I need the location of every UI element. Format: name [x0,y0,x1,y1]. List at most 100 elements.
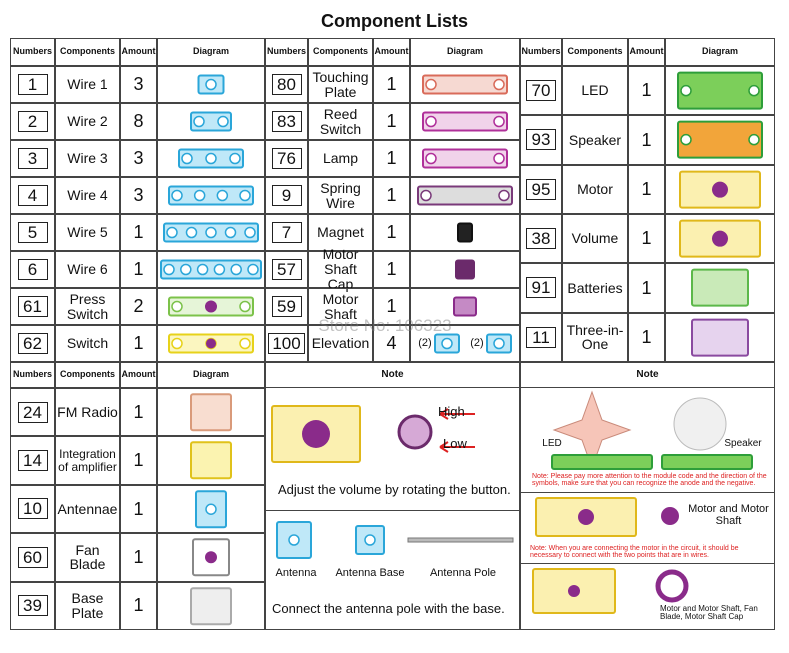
cell [120,533,157,582]
module [190,441,232,480]
cell [265,251,308,288]
cell [157,484,265,534]
amount: 1 [641,129,652,150]
item-number: 3 [17,148,48,169]
cell [10,103,55,140]
header-label: Diagram [192,369,229,380]
cell [308,66,373,103]
number-cell: 38 [520,214,562,263]
header-cell [308,38,373,66]
item-number: 60 [17,546,48,568]
knob [205,551,217,564]
cell [157,436,265,485]
snap [230,263,242,276]
cell [373,288,410,325]
cell [10,288,55,325]
cell [157,251,265,288]
fan [655,569,689,603]
amount: 1 [133,222,144,243]
cell [120,325,157,362]
snap [163,263,175,276]
diagram-label: (2) [418,336,432,349]
cell [373,251,410,288]
header-label: Numbers [12,369,52,380]
snap [493,152,505,165]
component-name: Press Switch [66,290,109,322]
amount: 1 [133,595,144,616]
snap [493,115,505,128]
amount: 1 [133,401,144,422]
component-name: Fan Blade [69,541,106,573]
component-name: Motor [577,180,613,197]
cell [120,103,157,140]
component-name: Integration of amplifier [58,446,117,474]
amount: 3 [133,148,144,169]
component-name: Wire 2 [67,113,108,130]
snap [493,78,505,91]
cell [562,213,628,264]
warning-text: Note: When you are connecting the motor … [530,544,739,559]
component-name: Elevation [311,335,370,352]
number-cell: 100 [265,325,308,362]
cell [120,436,157,485]
snap [239,337,251,350]
component-name: Spring Wire [320,179,361,211]
amount: 1 [386,74,397,95]
module [677,120,763,159]
number-cell: 1 [10,66,55,103]
item-number: 93 [526,129,556,151]
cell [157,214,265,251]
header-cell [665,38,775,66]
header-label: Amount [121,369,156,380]
snap [224,226,237,239]
knob [712,230,728,247]
number-cell: 5 [10,214,55,251]
note-heading: Note [381,368,404,380]
snap [425,78,437,91]
cell [55,66,120,103]
cell [665,213,775,264]
note-header [265,362,520,388]
cell [120,388,157,437]
cell [120,484,157,534]
cell [373,214,410,251]
knob [302,420,330,448]
item-number: 91 [526,277,556,299]
label-antenna-base: Antenna Base [335,567,405,580]
item-number: 1 [17,74,48,95]
header-cell [410,38,520,66]
cell [10,533,55,582]
cell [562,164,628,214]
amount: 3 [133,185,144,206]
header-label: Components [60,369,115,380]
arrow [439,408,475,453]
cell [520,263,562,313]
header-cell [55,362,120,388]
snap [498,189,510,202]
cell [628,115,665,165]
snap [247,263,259,276]
snap [493,337,505,350]
snap [181,152,193,165]
component-name: Wire 4 [67,187,108,204]
cell [120,214,157,251]
cell [157,66,265,103]
snap [239,189,251,202]
cell [120,66,157,103]
header-label: Components [60,46,115,57]
diagram [190,441,232,480]
cell [308,214,373,251]
cell [265,103,308,140]
item-number: 59 [271,296,302,317]
amount: 1 [133,546,144,567]
number-cell: 2 [10,103,55,140]
diagram [691,318,749,357]
snap [205,152,217,165]
header-cell [562,38,628,66]
item-number: 7 [271,222,302,243]
diagram [422,74,508,95]
antenna-text: Connect the antenna pole with the base. [272,601,505,617]
item-number: 5 [17,222,48,243]
number-cell: 3 [10,140,55,177]
